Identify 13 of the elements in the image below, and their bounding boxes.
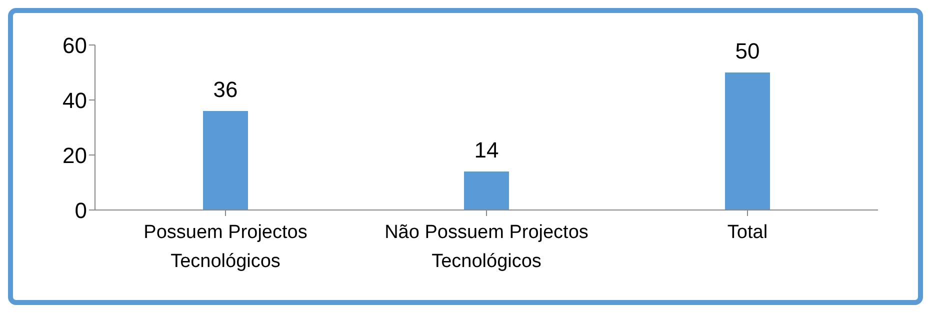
x-tick-label: Total	[727, 222, 768, 243]
y-tick-label: 20	[62, 142, 87, 168]
x-tick-label: Possuem Projectos Tecnológicos	[144, 222, 308, 272]
bar	[464, 172, 509, 210]
bar	[203, 111, 248, 210]
data-label: 50	[735, 38, 760, 64]
bar	[725, 72, 770, 210]
x-tick-label: Não Possuem Projectos Tecnológicos	[384, 222, 588, 272]
y-tick-label: 60	[62, 32, 87, 58]
data-label: 36	[213, 77, 238, 102]
y-tick-label: 0	[74, 198, 87, 223]
y-tick-label: 40	[62, 88, 87, 113]
data-label: 14	[474, 138, 499, 162]
